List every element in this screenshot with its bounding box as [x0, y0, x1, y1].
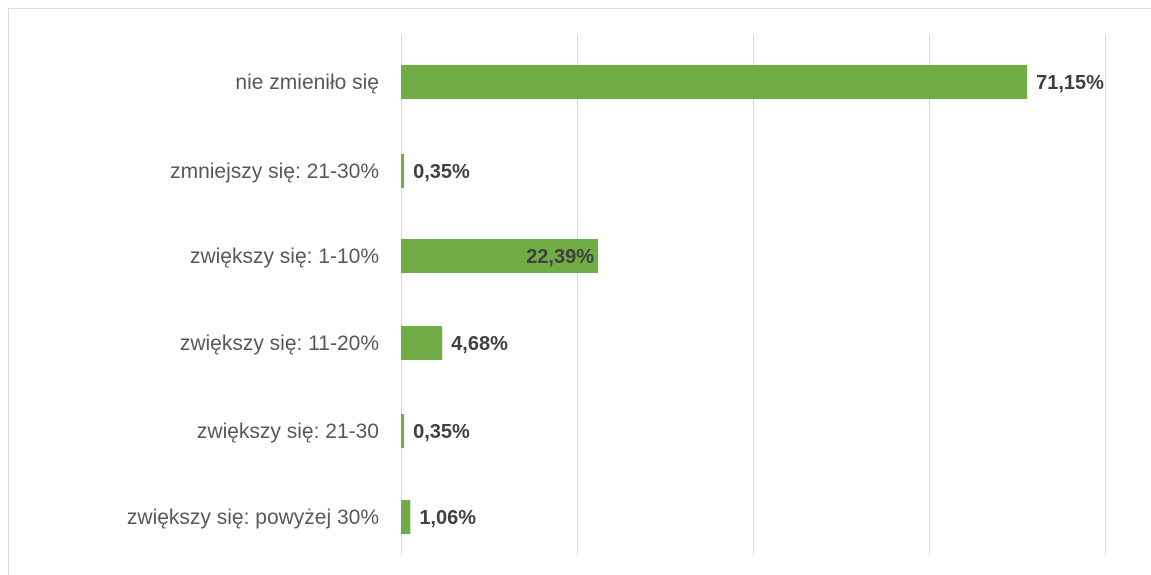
category-label: zwiększy się: 1-10% — [190, 245, 379, 268]
frame-left-border — [8, 8, 9, 575]
value-labels: 71,15% 0,35% 22,39% 4,68% 0,35% 1,06% — [413, 72, 1104, 529]
bar — [401, 326, 443, 360]
frame-top-border — [8, 8, 1151, 9]
bar — [401, 65, 1028, 99]
category-label: zwiększy się: powyżej 30% — [127, 506, 379, 529]
bar — [401, 500, 411, 534]
category-label: zwiększy się: 21-30 — [197, 420, 379, 443]
bar — [401, 414, 405, 448]
gridlines — [401, 35, 1106, 555]
value-label: 71,15% — [1036, 72, 1104, 94]
value-label: 0,35% — [413, 421, 470, 443]
bar — [401, 239, 599, 273]
value-label: 4,68% — [451, 333, 508, 355]
value-label: 22,39% — [526, 246, 594, 268]
category-labels: nie zmieniło się zmniejszy się: 21-30% zwi… — [127, 71, 379, 529]
bars — [401, 65, 1028, 534]
category-label: zmniejszy się: 21-30% — [170, 160, 379, 183]
value-label: 0,35% — [413, 161, 470, 183]
value-label: 1,06% — [419, 507, 476, 529]
bar — [401, 154, 405, 188]
category-label: nie zmieniło się — [235, 71, 379, 94]
category-label: zwiększy się: 11-20% — [180, 332, 379, 355]
